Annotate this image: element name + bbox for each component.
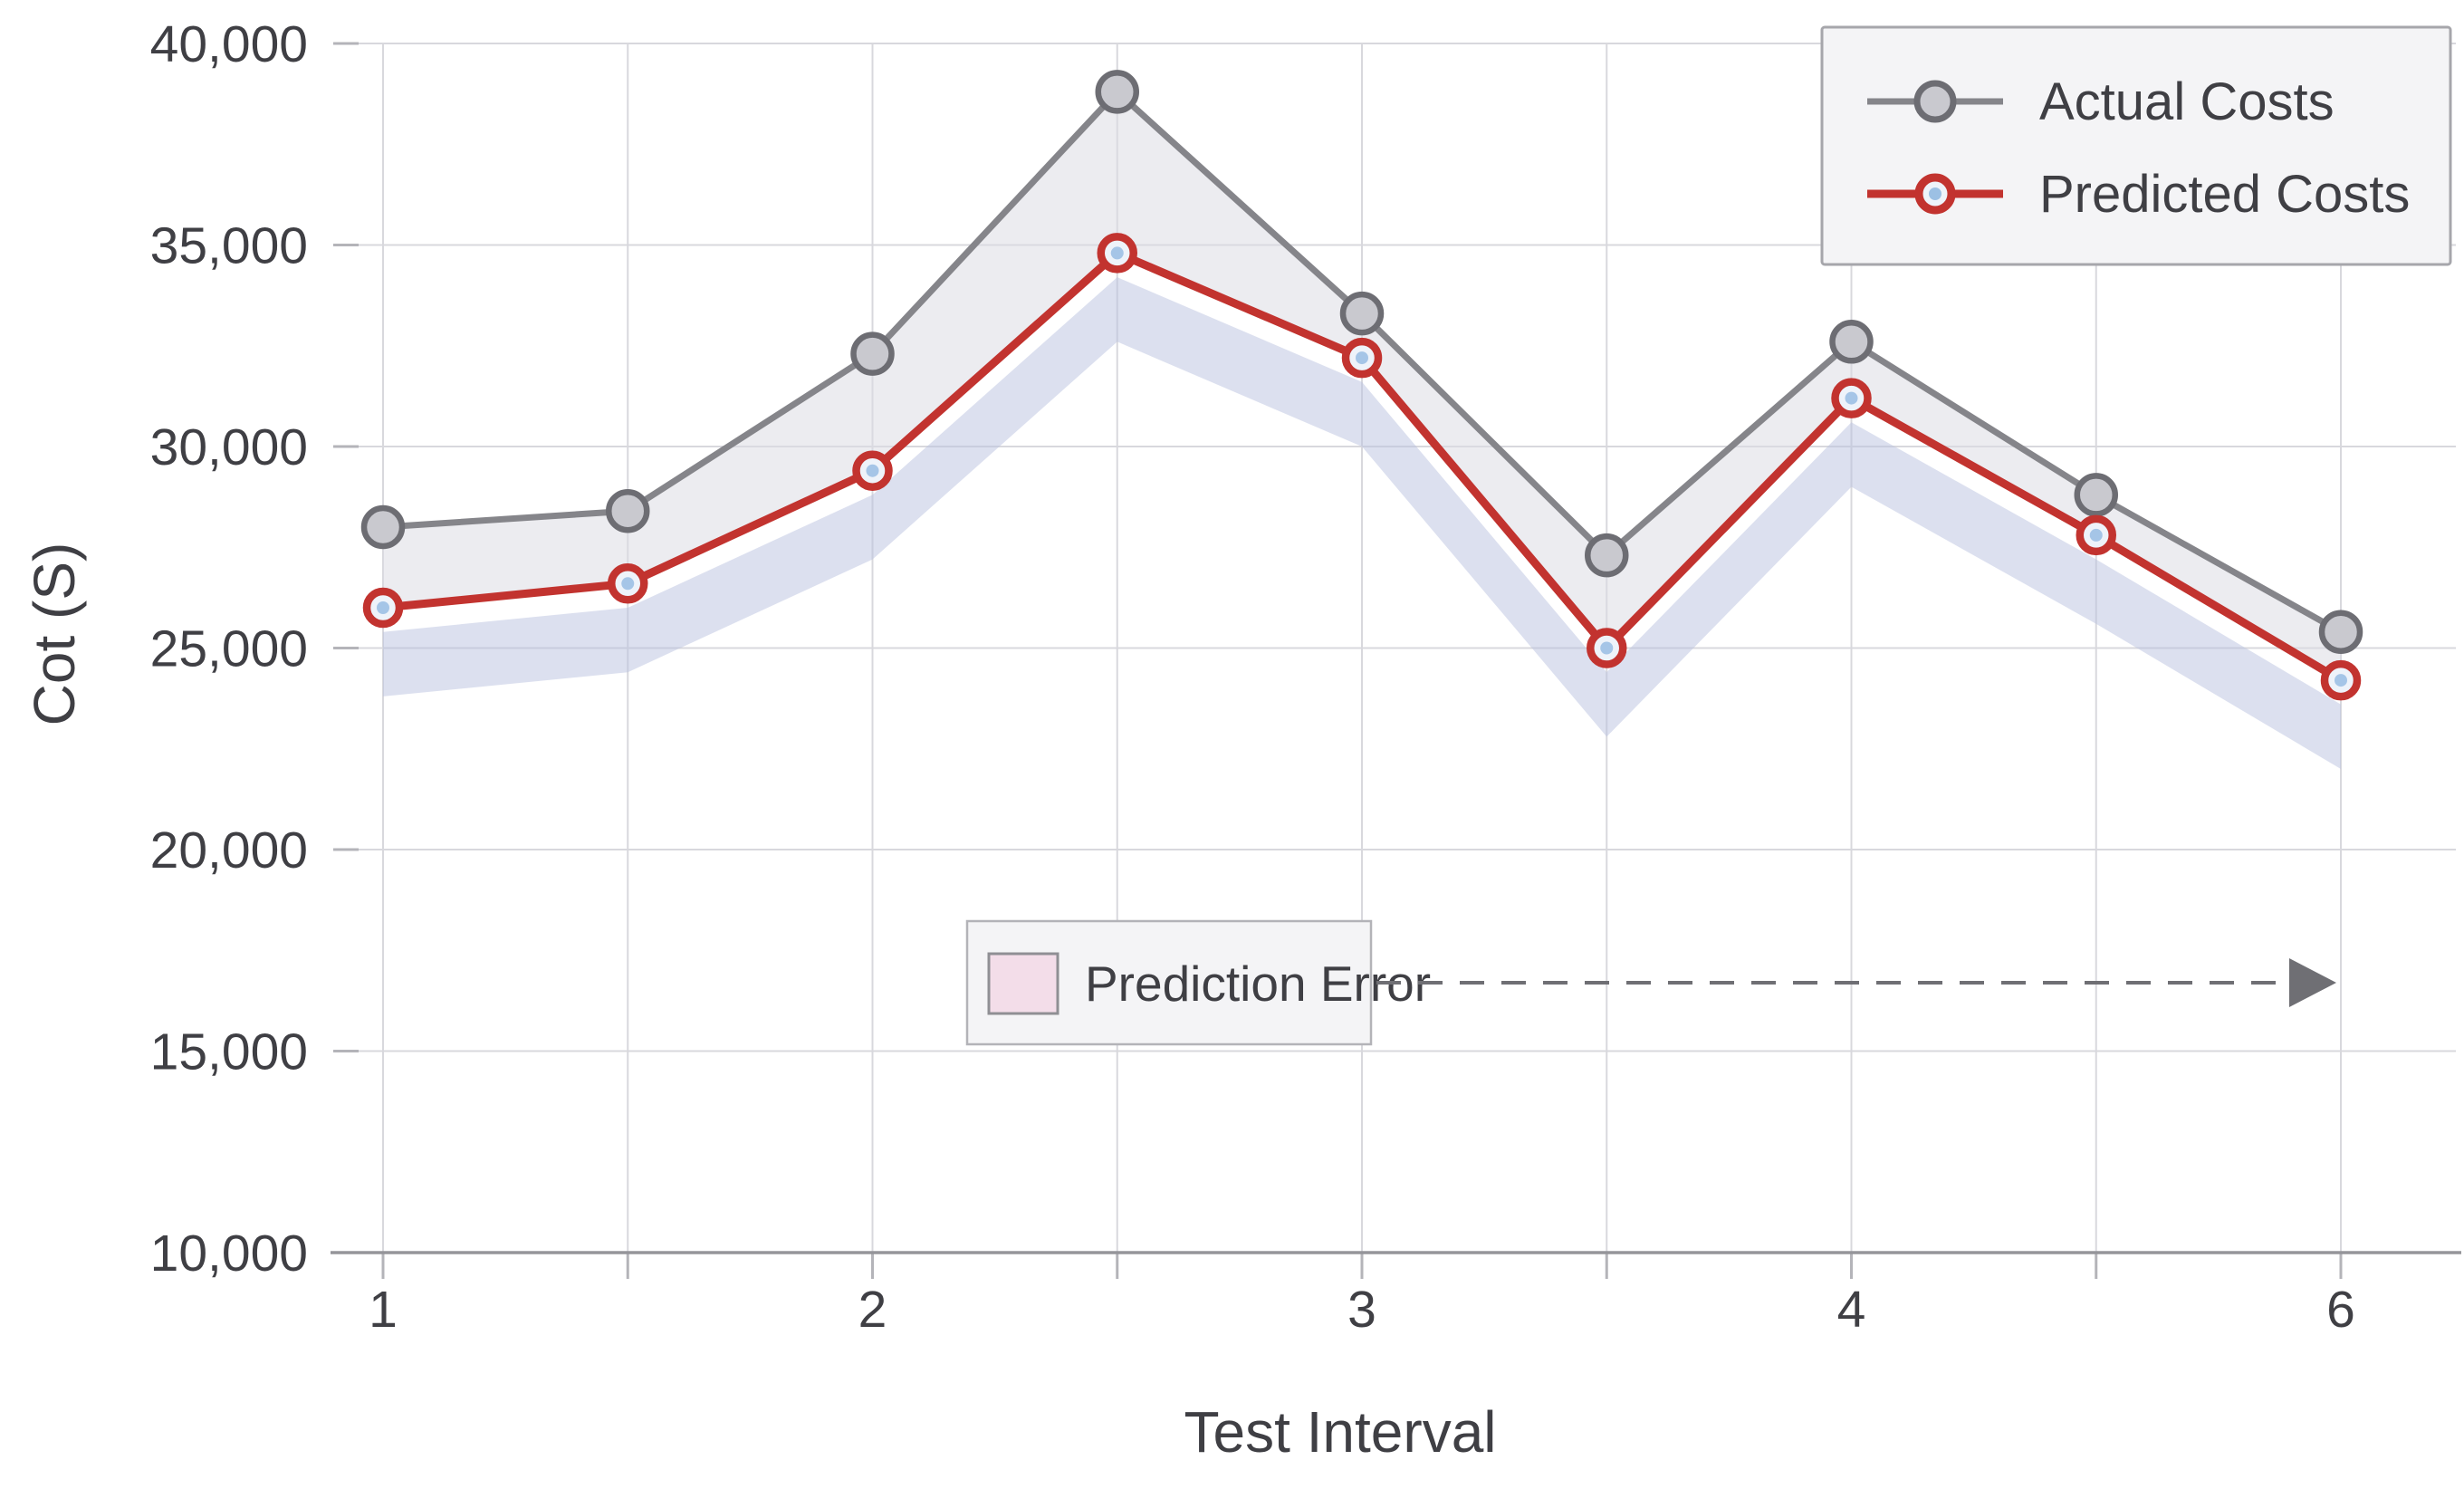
tick-labels: 40,000 35,000 30,000 25,000 20,000 15,000 10,0…	[150, 15, 2355, 1339]
actual-costs-marker	[606, 488, 650, 533]
actual-costs-marker	[1095, 70, 1139, 114]
gridlines	[331, 42, 2461, 1279]
y-tick-label: 10,000	[150, 1225, 308, 1282]
prediction-error-legend: Prediction Error	[965, 919, 2336, 1046]
y-tick-label: 35,000	[150, 217, 308, 275]
actual-costs-marker	[850, 331, 895, 376]
legend: Actual Costs Predicted Costs	[1820, 25, 2452, 266]
y-tick-label: 30,000	[150, 418, 308, 476]
legend-item-actual-costs: Actual Costs	[1867, 72, 2335, 131]
legend-box	[1820, 25, 2452, 266]
x-axis-title: Test Interval	[1184, 1399, 1496, 1465]
predicted-costs-marker-dot	[1356, 351, 1368, 365]
legend-label-predicted-costs: Predicted Costs	[2039, 165, 2410, 224]
y-axis-title: Cot (S)	[22, 543, 87, 726]
prediction-error-label: Prediction Error	[1085, 956, 1431, 1012]
data-series	[360, 70, 2363, 701]
predicted-costs-marker-dot	[1845, 391, 1858, 405]
predicted-costs-marker-dot	[866, 464, 879, 477]
x-tick-label: 6	[2326, 1281, 2355, 1339]
actual-costs-marker	[1339, 291, 1385, 336]
predicted-costs-marker-dot	[1600, 641, 1614, 655]
y-tick-label: 25,000	[150, 620, 308, 678]
lower-confidence-band	[383, 277, 2341, 770]
actual-costs-marker	[2074, 473, 2118, 517]
prediction-error-swatch	[987, 952, 1059, 1015]
predicted-costs-marker-dot	[621, 577, 635, 591]
legend-item-predicted-costs: Predicted Costs	[1867, 165, 2410, 224]
predicted-costs-marker-dot	[1110, 246, 1124, 260]
predicted-costs-marker-dot	[377, 601, 389, 614]
actual-costs-marker	[1829, 320, 1874, 364]
actual-costs-marker	[360, 504, 406, 550]
y-tick-label: 40,000	[150, 15, 308, 73]
y-tick-label: 20,000	[150, 821, 308, 879]
predicted-costs-marker-dot	[2089, 528, 2103, 542]
x-tick-label: 1	[369, 1281, 398, 1339]
x-tick-label: 3	[1347, 1281, 1376, 1339]
actual-costs-marker	[2318, 610, 2363, 654]
x-tick-label: 2	[858, 1281, 887, 1339]
predicted-costs-marker-dot	[2335, 674, 2347, 687]
x-tick-label: 4	[1837, 1281, 1866, 1339]
legend-label-actual-costs: Actual Costs	[2039, 72, 2335, 131]
actual-costs-marker-icon	[1913, 80, 1957, 123]
actual-costs-marker	[1585, 533, 1629, 578]
prediction-error-arrowhead-icon	[2289, 958, 2336, 1007]
shaded-bands	[383, 91, 2341, 770]
y-tick-label: 15,000	[150, 1023, 308, 1081]
predicted-costs-marker-dot	[1929, 187, 1941, 200]
